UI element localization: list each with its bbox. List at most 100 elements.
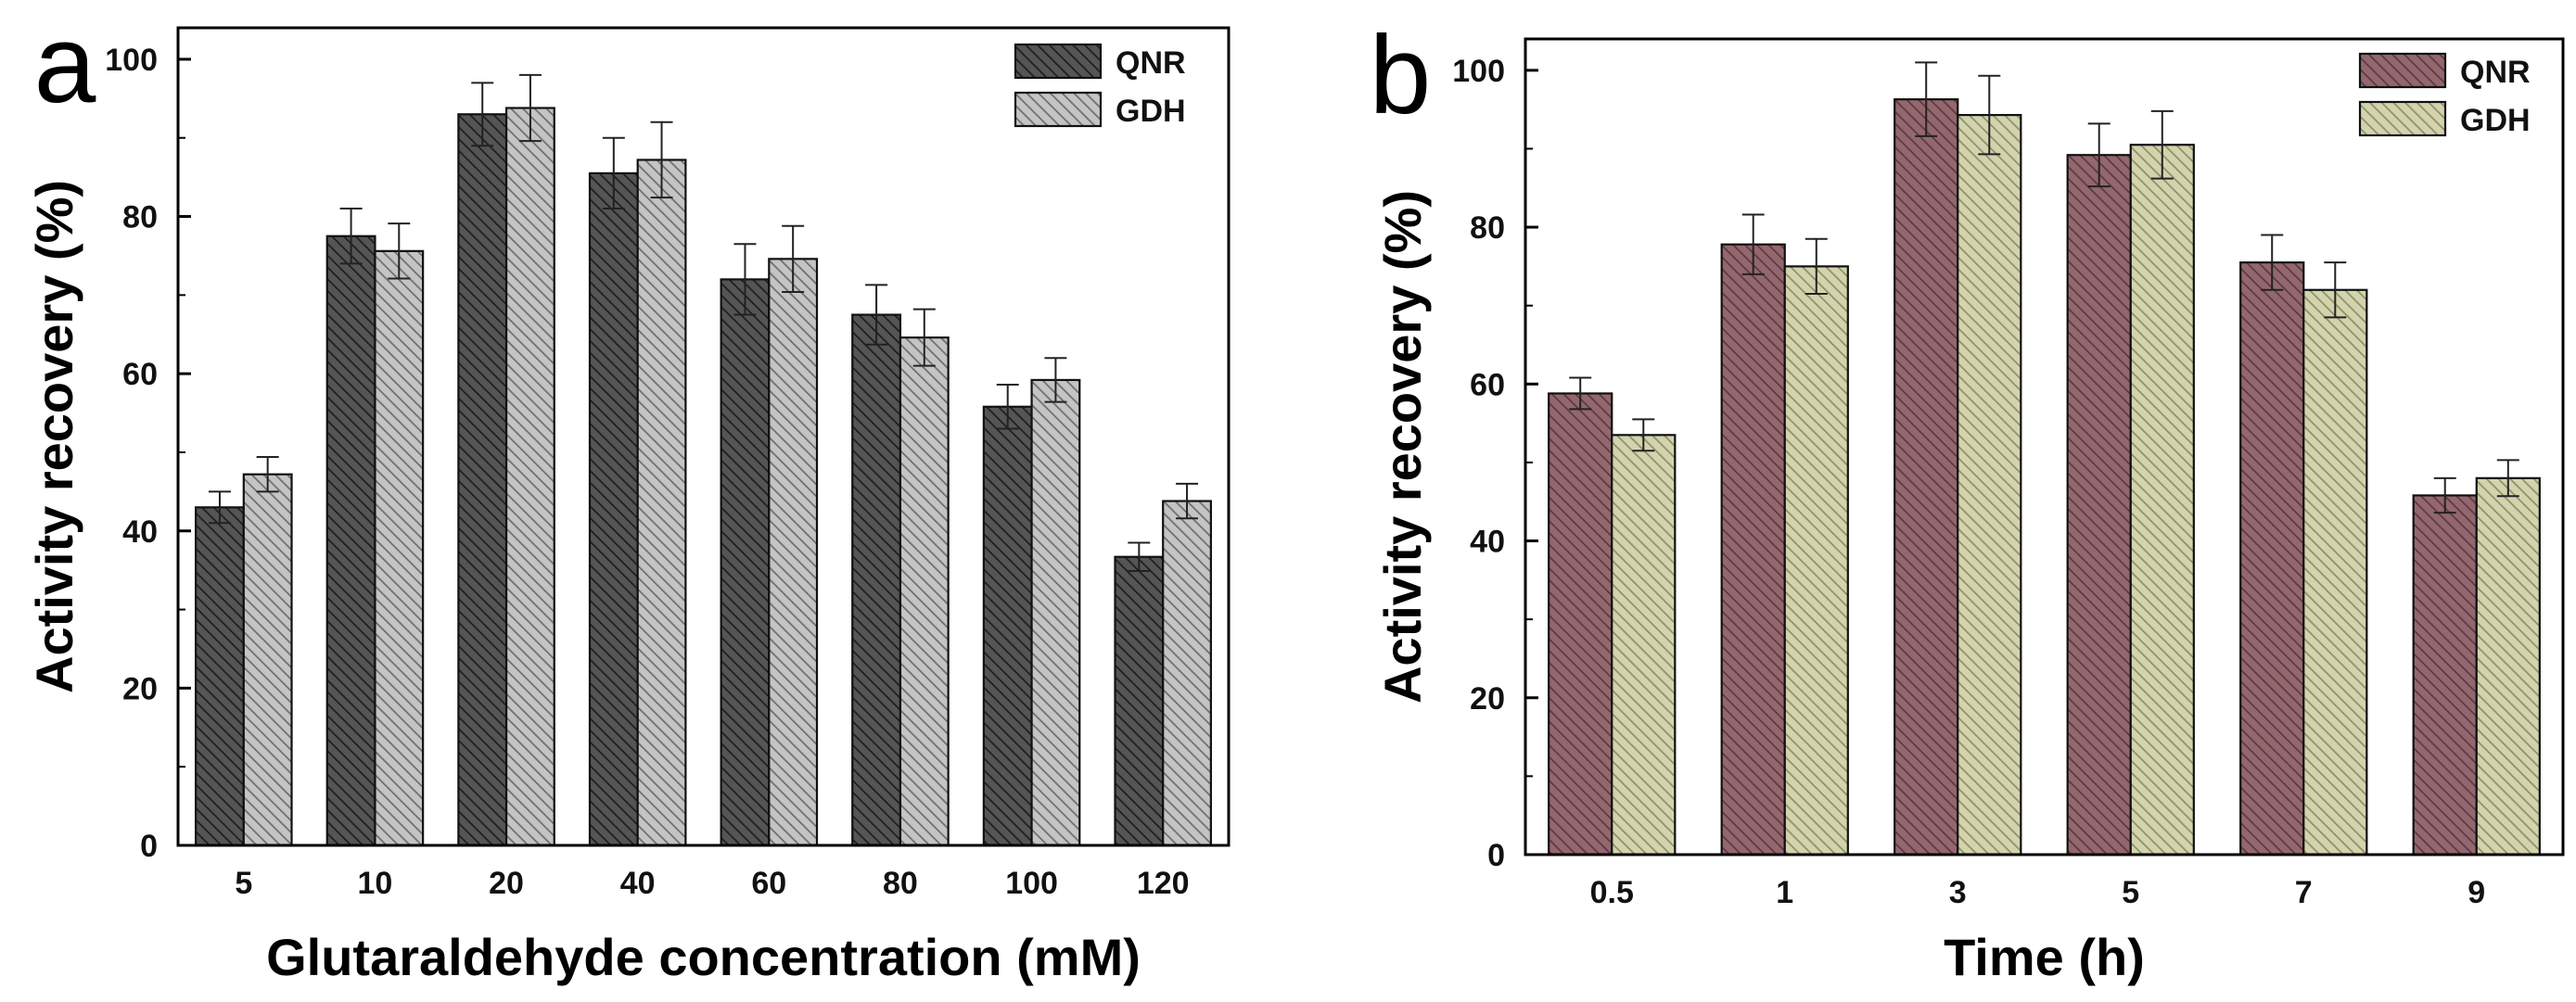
error-bar-gdh-40: [650, 120, 673, 199]
x-tick-label: 60: [751, 866, 786, 901]
error-bar-gdh-10: [388, 222, 411, 280]
error-bar-qnr-60: [733, 243, 757, 316]
y-tick-label: 0: [1487, 838, 1505, 873]
bar-qnr-5: [2066, 154, 2132, 856]
y-tick-label: 40: [122, 514, 158, 550]
y-axis-title: Activity recovery (%): [25, 180, 83, 693]
error-bar-gdh-20: [518, 73, 542, 143]
error-bar-qnr-5: [208, 490, 231, 525]
x-axis-title: Glutaraldehyde concentration (mM): [266, 928, 1141, 986]
bar-gdh-5: [2129, 144, 2195, 856]
y-tick-label: 80: [1470, 210, 1505, 246]
bar-gdh-5: [242, 473, 293, 847]
legend-swatch-gdh: [1014, 91, 1103, 128]
error-bar-gdh-9: [2496, 459, 2519, 498]
y-tick-label: 40: [1470, 525, 1505, 560]
bar-qnr-10: [325, 235, 376, 847]
x-tick-label: 80: [883, 866, 918, 901]
panel-label: a: [34, 2, 96, 126]
error-bar-qnr-1: [1741, 213, 1765, 275]
bar-qnr-60: [720, 278, 771, 847]
error-bar-qnr-7: [2261, 234, 2284, 291]
legend-label-qnr: QNR: [2460, 55, 2531, 90]
bar-gdh-7: [2302, 288, 2368, 856]
bar-gdh-40: [636, 159, 687, 847]
bar-qnr-80: [851, 313, 902, 847]
plot-frame: [176, 26, 1231, 847]
bar-qnr-120: [1114, 555, 1165, 847]
y-tick-label: 60: [122, 357, 158, 392]
bar-gdh-60: [768, 258, 819, 847]
panel-label: b: [1370, 13, 1432, 137]
error-bar-gdh-0.5: [1632, 418, 1655, 452]
bar-qnr-9: [2412, 494, 2478, 856]
error-bar-qnr-40: [602, 136, 625, 210]
error-bar-gdh-80: [912, 308, 936, 367]
x-tick-label: 0.5: [1590, 875, 1634, 910]
legend-swatch-qnr: [2358, 52, 2447, 89]
error-bar-qnr-80: [865, 284, 888, 346]
bar-qnr-20: [457, 113, 508, 847]
bar-gdh-80: [899, 336, 950, 847]
bar-gdh-3: [1957, 113, 2022, 856]
x-tick-label: 7: [2295, 875, 2313, 910]
x-tick-label: 40: [620, 866, 656, 901]
panel-a-chart: a 0 20 40 60 80 100 5 10 20 40 60 80 100 120 Glutaralde…: [25, 2, 1231, 986]
error-bar-gdh-1: [1804, 237, 1828, 295]
bar-gdh-100: [1030, 378, 1081, 847]
y-tick-label: 60: [1470, 367, 1505, 402]
y-tick-label: 100: [105, 43, 158, 78]
bar-gdh-120: [1162, 500, 1212, 847]
x-tick-label: 20: [489, 866, 524, 901]
error-bar-qnr-20: [471, 82, 494, 147]
y-axis-title: Activity recovery (%): [1373, 190, 1432, 704]
y-tick-label: 0: [140, 829, 158, 864]
x-tick-label: 120: [1137, 866, 1190, 901]
legend-label-gdh: GDH: [1116, 94, 1186, 129]
legend-swatch-gdh: [2358, 100, 2447, 137]
x-tick-label: 1: [1776, 875, 1793, 910]
error-bar-gdh-3: [1978, 74, 2001, 156]
y-tick-label: 20: [1470, 681, 1505, 717]
y-tick-label: 80: [122, 200, 158, 235]
bar-qnr-40: [588, 171, 639, 847]
plot-frame: [1524, 37, 2565, 856]
bar-gdh-9: [2475, 476, 2541, 856]
panel-b-chart: b 0 20 40 60 80 100 0.5 1 3 5 7 9 Time (h) Activity re…: [1370, 13, 2565, 986]
bar-qnr-0.5: [1548, 392, 1613, 856]
bar-qnr-7: [2239, 261, 2305, 856]
error-bar-qnr-120: [1128, 541, 1151, 573]
error-bar-gdh-7: [2324, 261, 2347, 319]
bar-gdh-10: [374, 249, 425, 847]
error-bar-qnr-0.5: [1569, 376, 1592, 411]
bar-gdh-1: [1783, 265, 1849, 856]
x-tick-label: 10: [358, 866, 393, 901]
bar-qnr-5: [195, 506, 245, 847]
y-tick-label: 100: [1452, 54, 1505, 89]
bar-qnr-100: [982, 405, 1033, 847]
error-bar-gdh-120: [1176, 482, 1199, 520]
bar-gdh-0.5: [1611, 434, 1677, 856]
error-bar-gdh-5: [256, 456, 279, 493]
error-bar-qnr-9: [2433, 476, 2456, 514]
x-tick-label: 100: [1005, 866, 1058, 901]
legend-label-gdh: GDH: [2460, 103, 2531, 138]
y-tick-label: 20: [122, 671, 158, 706]
bar-qnr-1: [1720, 243, 1786, 856]
x-tick-label: 9: [2468, 875, 2485, 910]
x-tick-label: 5: [2122, 875, 2139, 910]
bar-qnr-3: [1894, 98, 1959, 856]
error-bar-qnr-3: [1915, 61, 1938, 137]
error-bar-qnr-10: [339, 208, 363, 265]
error-bar-qnr-100: [996, 384, 1019, 430]
error-bar-qnr-5: [2087, 122, 2111, 188]
x-tick-label: 5: [235, 866, 252, 901]
error-bar-gdh-5: [2150, 109, 2174, 180]
legend-label-qnr: QNR: [1116, 45, 1186, 81]
x-axis-title: Time (h): [1944, 928, 2145, 986]
legend-swatch-qnr: [1014, 43, 1103, 80]
error-bar-gdh-100: [1044, 357, 1067, 403]
error-bar-gdh-60: [782, 224, 805, 293]
x-tick-label: 3: [1949, 875, 1967, 910]
